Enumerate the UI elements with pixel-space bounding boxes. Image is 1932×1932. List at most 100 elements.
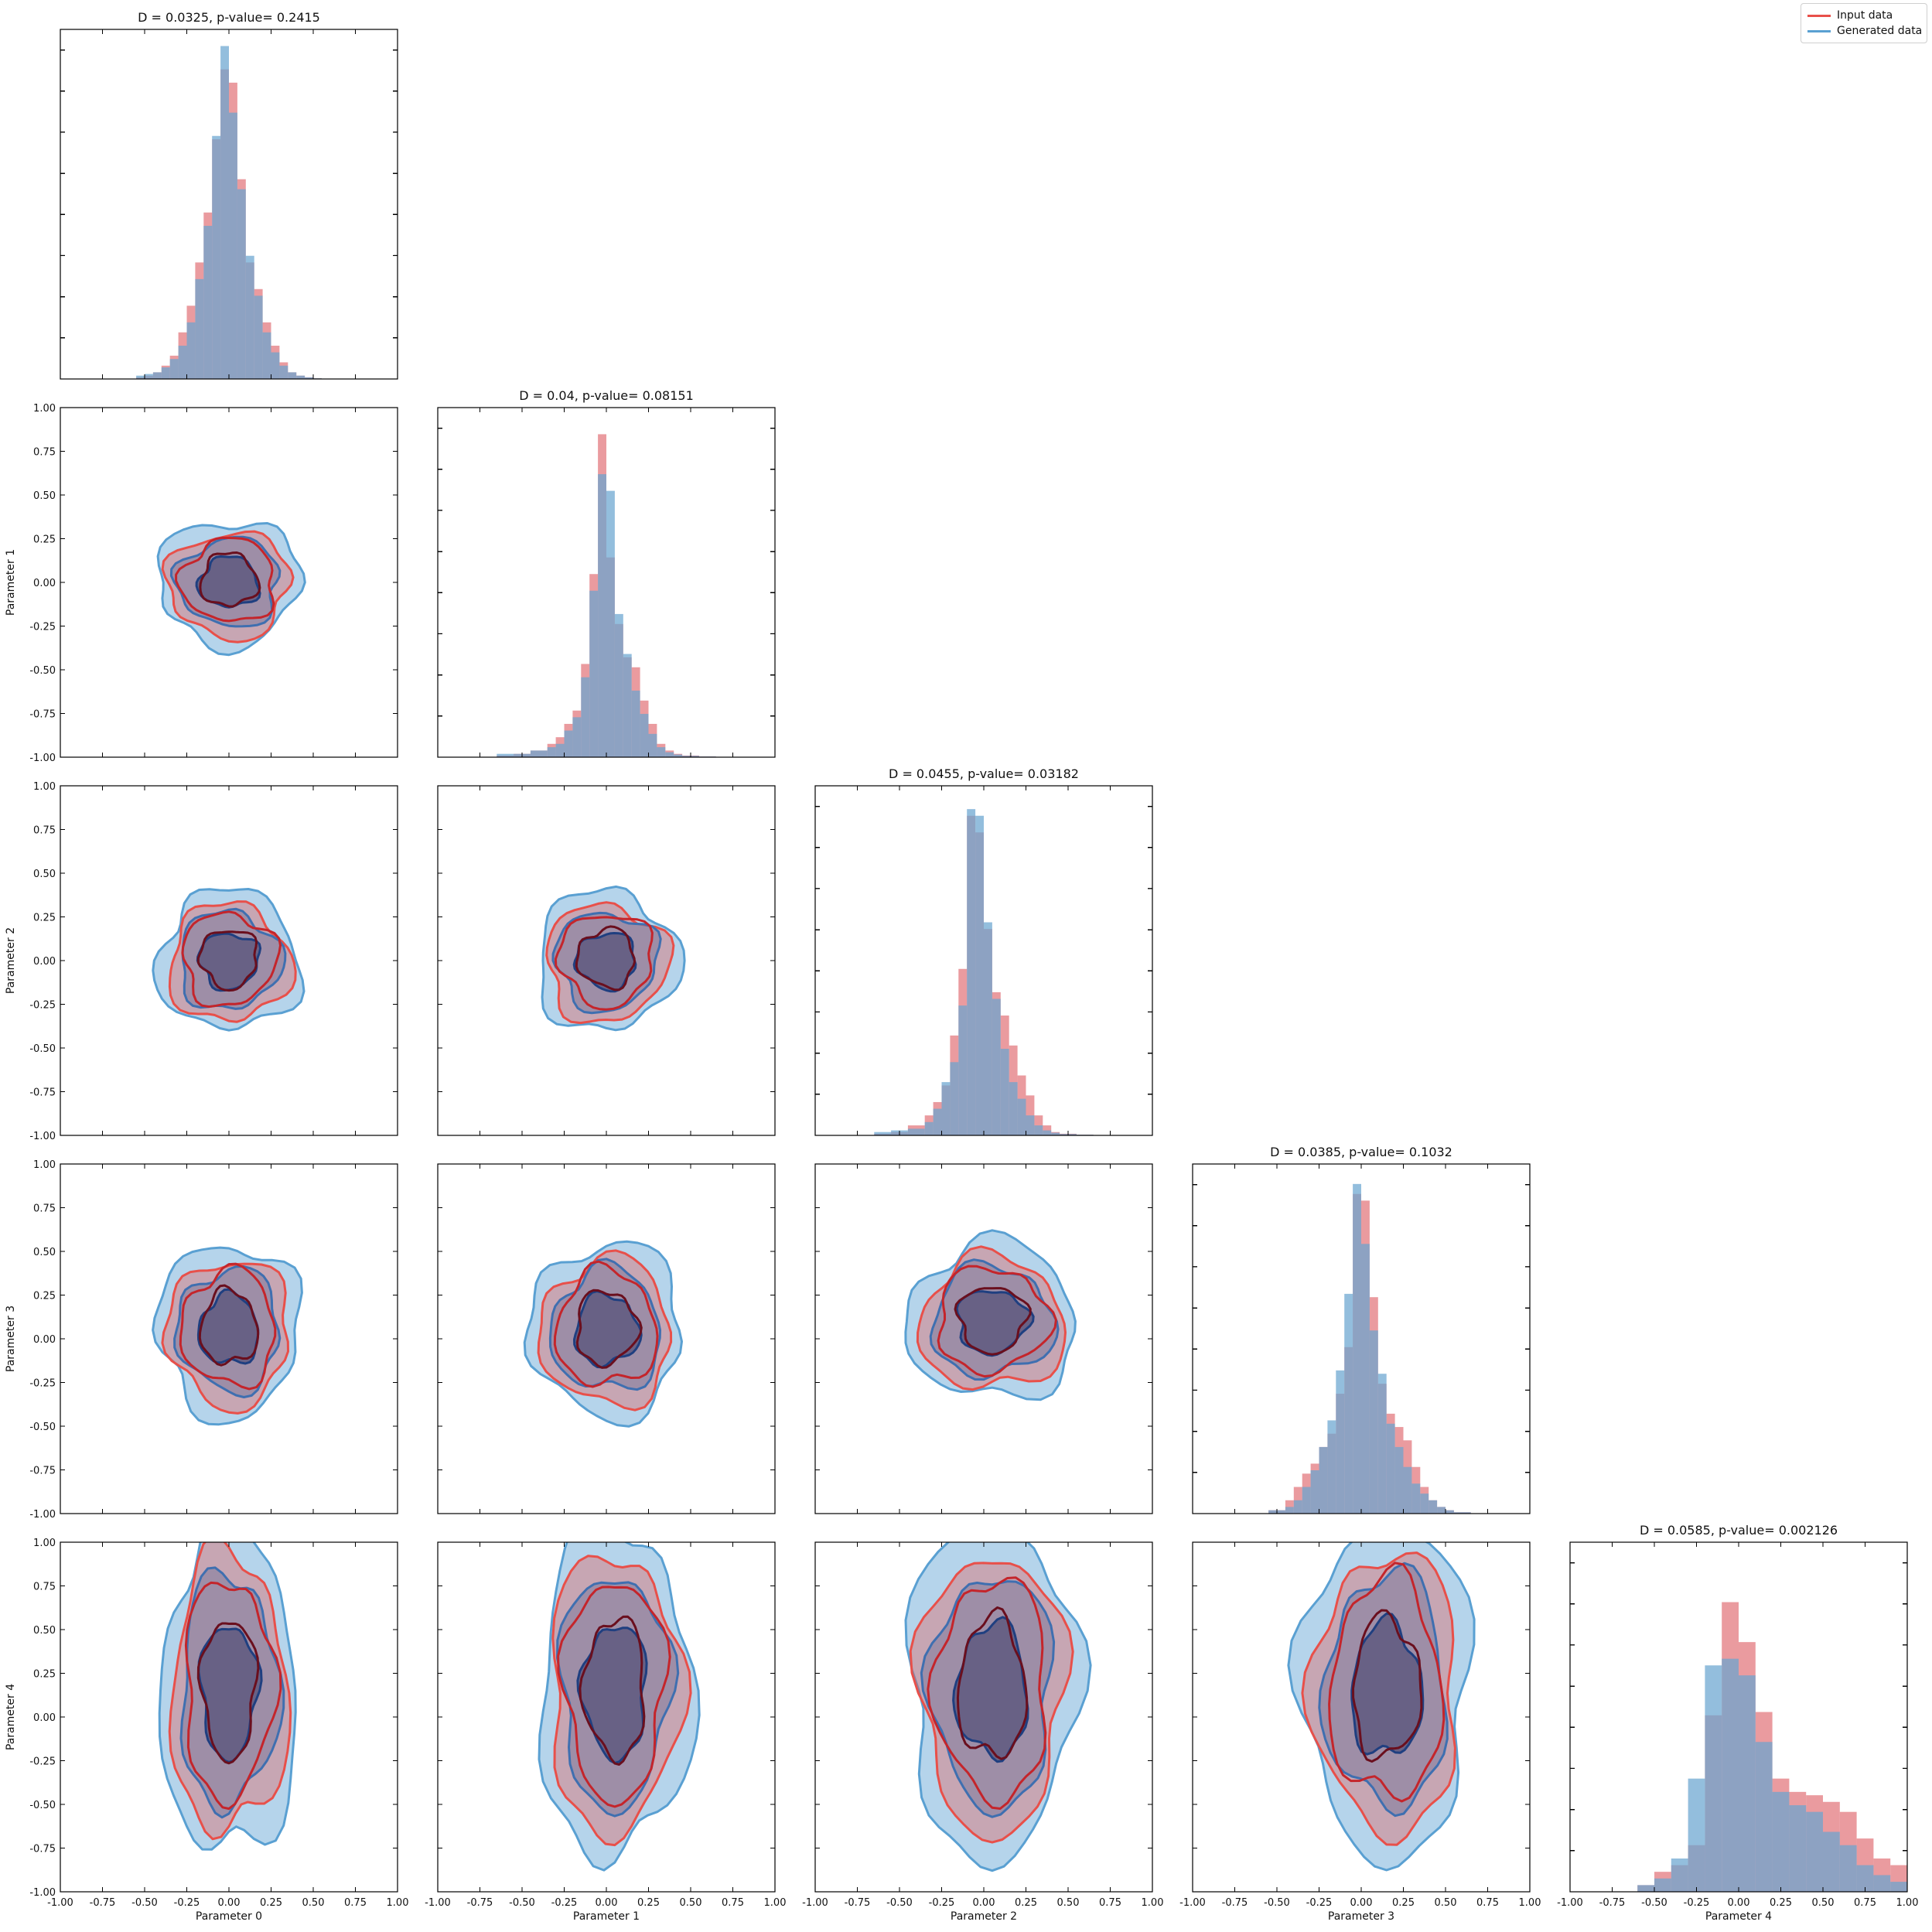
x-tick-label: -0.25 <box>1306 1897 1333 1909</box>
histogram-bar-generated <box>1034 1125 1043 1135</box>
y-tick-label: 0.75 <box>33 1203 56 1215</box>
legend-label-generated: Generated data <box>1837 25 1923 37</box>
histogram-bar-generated <box>1671 1858 1688 1892</box>
x-tick-label: 1.00 <box>764 1897 787 1909</box>
histogram-bar-generated <box>212 135 221 379</box>
histogram-bar-generated <box>530 750 548 757</box>
y-tick-label: -0.50 <box>29 665 56 677</box>
x-tick-label: 0.75 <box>1099 1897 1121 1909</box>
histogram-bar-generated <box>1017 1098 1026 1135</box>
y-axis-label: Parameter 3 <box>5 1306 17 1372</box>
histogram-bar-generated <box>1043 1130 1052 1135</box>
histogram-bar-generated <box>1051 1132 1060 1135</box>
histogram-bar-generated <box>152 372 162 379</box>
histogram-bar-generated <box>1806 1811 1823 1892</box>
histogram-bar-generated <box>279 365 288 379</box>
y-tick-label: -0.50 <box>29 1800 56 1811</box>
histogram-bar-generated <box>1000 1049 1009 1135</box>
y-tick-label: 0.25 <box>33 534 56 546</box>
histogram-bar-generated <box>262 332 271 379</box>
legend-item-generated: Generated data <box>1807 24 1922 38</box>
x-axis-label: Parameter 0 <box>196 1910 262 1923</box>
histogram-bar-generated <box>136 375 145 379</box>
y-tick-label: -0.50 <box>29 1422 56 1433</box>
histogram-bar-generated <box>547 747 556 757</box>
x-axis-label: Parameter 3 <box>1328 1910 1394 1923</box>
histogram-bar-generated <box>186 322 196 379</box>
histogram-bar-generated <box>145 374 153 379</box>
legend-label-input: Input data <box>1837 9 1893 22</box>
x-tick-label: 1.00 <box>387 1897 409 1909</box>
histogram-bar-generated <box>657 747 666 757</box>
histogram-bar-generated <box>1437 1507 1446 1514</box>
y-tick-label: 0.75 <box>33 825 56 837</box>
histogram-bar-generated <box>1302 1487 1311 1514</box>
x-tick-label: -0.75 <box>1599 1897 1626 1909</box>
histogram-bar-generated <box>623 654 632 757</box>
y-tick-label: -0.75 <box>29 709 56 721</box>
histogram-bar-generated <box>941 1082 951 1135</box>
x-tick-label: 0.25 <box>1015 1897 1037 1909</box>
histogram-bar-generated <box>1336 1370 1345 1514</box>
contour-input-mid <box>927 1576 1047 1810</box>
contour-generated-inner <box>573 1290 643 1369</box>
histogram-bar-generated <box>245 255 254 379</box>
contour-panel-2-3 <box>814 1163 1153 1514</box>
contour-panel-0-3: -1.00 -0.75 -0.50 -0.25 0.00 0.25 0.50 0.75 1.00… <box>5 1159 398 1521</box>
histogram-bar-generated <box>1344 1293 1353 1514</box>
histogram-bar-generated <box>581 677 590 757</box>
legend: Input data Generated data <box>1801 3 1927 43</box>
contour-generated-inner <box>196 1288 260 1365</box>
x-tick-label: -0.75 <box>467 1897 493 1909</box>
histogram-bar-generated <box>1453 1512 1471 1514</box>
y-tick-label: 0.50 <box>33 1247 56 1258</box>
histogram-bar-generated <box>874 1132 892 1135</box>
contour-panel-3-4: -1.00 -0.75 -0.50 -0.25 0.00 0.25 0.50 0.75 1.00… <box>1179 1541 1541 1923</box>
histogram-panel-4: D = 0.0585, p-value= 0.002126 -1.00 -0.75 -… <box>1557 1523 1918 1923</box>
contour-input-inner <box>575 925 636 992</box>
x-tick-label: 0.50 <box>302 1897 325 1909</box>
y-tick-label: 1.00 <box>33 781 56 793</box>
contour-input-inner <box>199 551 261 608</box>
histogram-bar-generated <box>1319 1446 1328 1514</box>
histogram-bar-generated <box>1688 1778 1705 1892</box>
y-tick-label: -0.75 <box>29 1844 56 1855</box>
x-tick-label: 0.50 <box>680 1897 702 1909</box>
y-tick-label: -0.25 <box>29 1000 56 1012</box>
histogram-bar-generated <box>1823 1831 1840 1892</box>
histogram-bar-generated <box>296 375 306 379</box>
histogram-panel-2: D = 0.0455, p-value= 0.03182 <box>814 766 1153 1136</box>
y-tick-label: -0.75 <box>29 1466 56 1477</box>
histogram-title: D = 0.04, p-value= 0.08151 <box>519 388 694 403</box>
contour-input-inner <box>575 1289 643 1369</box>
x-tick-label: -1.00 <box>1179 1897 1206 1909</box>
histogram-bar-generated <box>614 613 623 757</box>
y-tick-label: -1.00 <box>29 1887 56 1899</box>
y-tick-label: 0.75 <box>33 447 56 459</box>
histogram-bar-generated <box>203 225 213 379</box>
x-tick-label: 0.50 <box>1435 1897 1457 1909</box>
contour-input-inner <box>954 1287 1032 1356</box>
x-axis-label: Parameter 4 <box>1705 1910 1772 1923</box>
histogram-bar-generated <box>555 743 565 757</box>
y-tick-label: -1.00 <box>29 753 56 764</box>
x-tick-label: 0.75 <box>722 1897 744 1909</box>
x-tick-label: 0.50 <box>1812 1897 1835 1909</box>
x-tick-label: -0.50 <box>1264 1897 1290 1909</box>
contour-input-mid <box>553 1260 659 1388</box>
y-tick-label: -0.25 <box>29 1756 56 1768</box>
x-tick-label: -0.75 <box>845 1897 871 1909</box>
y-tick-label: 0.00 <box>33 1334 56 1346</box>
histogram-bar-generated <box>229 112 237 379</box>
x-tick-label: 0.00 <box>1350 1897 1373 1909</box>
y-tick-label: -0.50 <box>29 1043 56 1055</box>
x-tick-label: 0.25 <box>637 1897 660 1909</box>
y-tick-label: 0.50 <box>33 1625 56 1637</box>
y-tick-label: 1.00 <box>33 1159 56 1171</box>
contour-input-mid <box>937 1265 1057 1378</box>
contour-panel-1-4: -1.00 -0.75 -0.50 -0.25 0.00 0.25 0.50 0.75 1.00… <box>425 1541 787 1923</box>
y-axis-label: Parameter 1 <box>5 549 17 616</box>
histogram-bar-generated <box>933 1108 942 1135</box>
histogram-bar-generated <box>1637 1885 1654 1892</box>
